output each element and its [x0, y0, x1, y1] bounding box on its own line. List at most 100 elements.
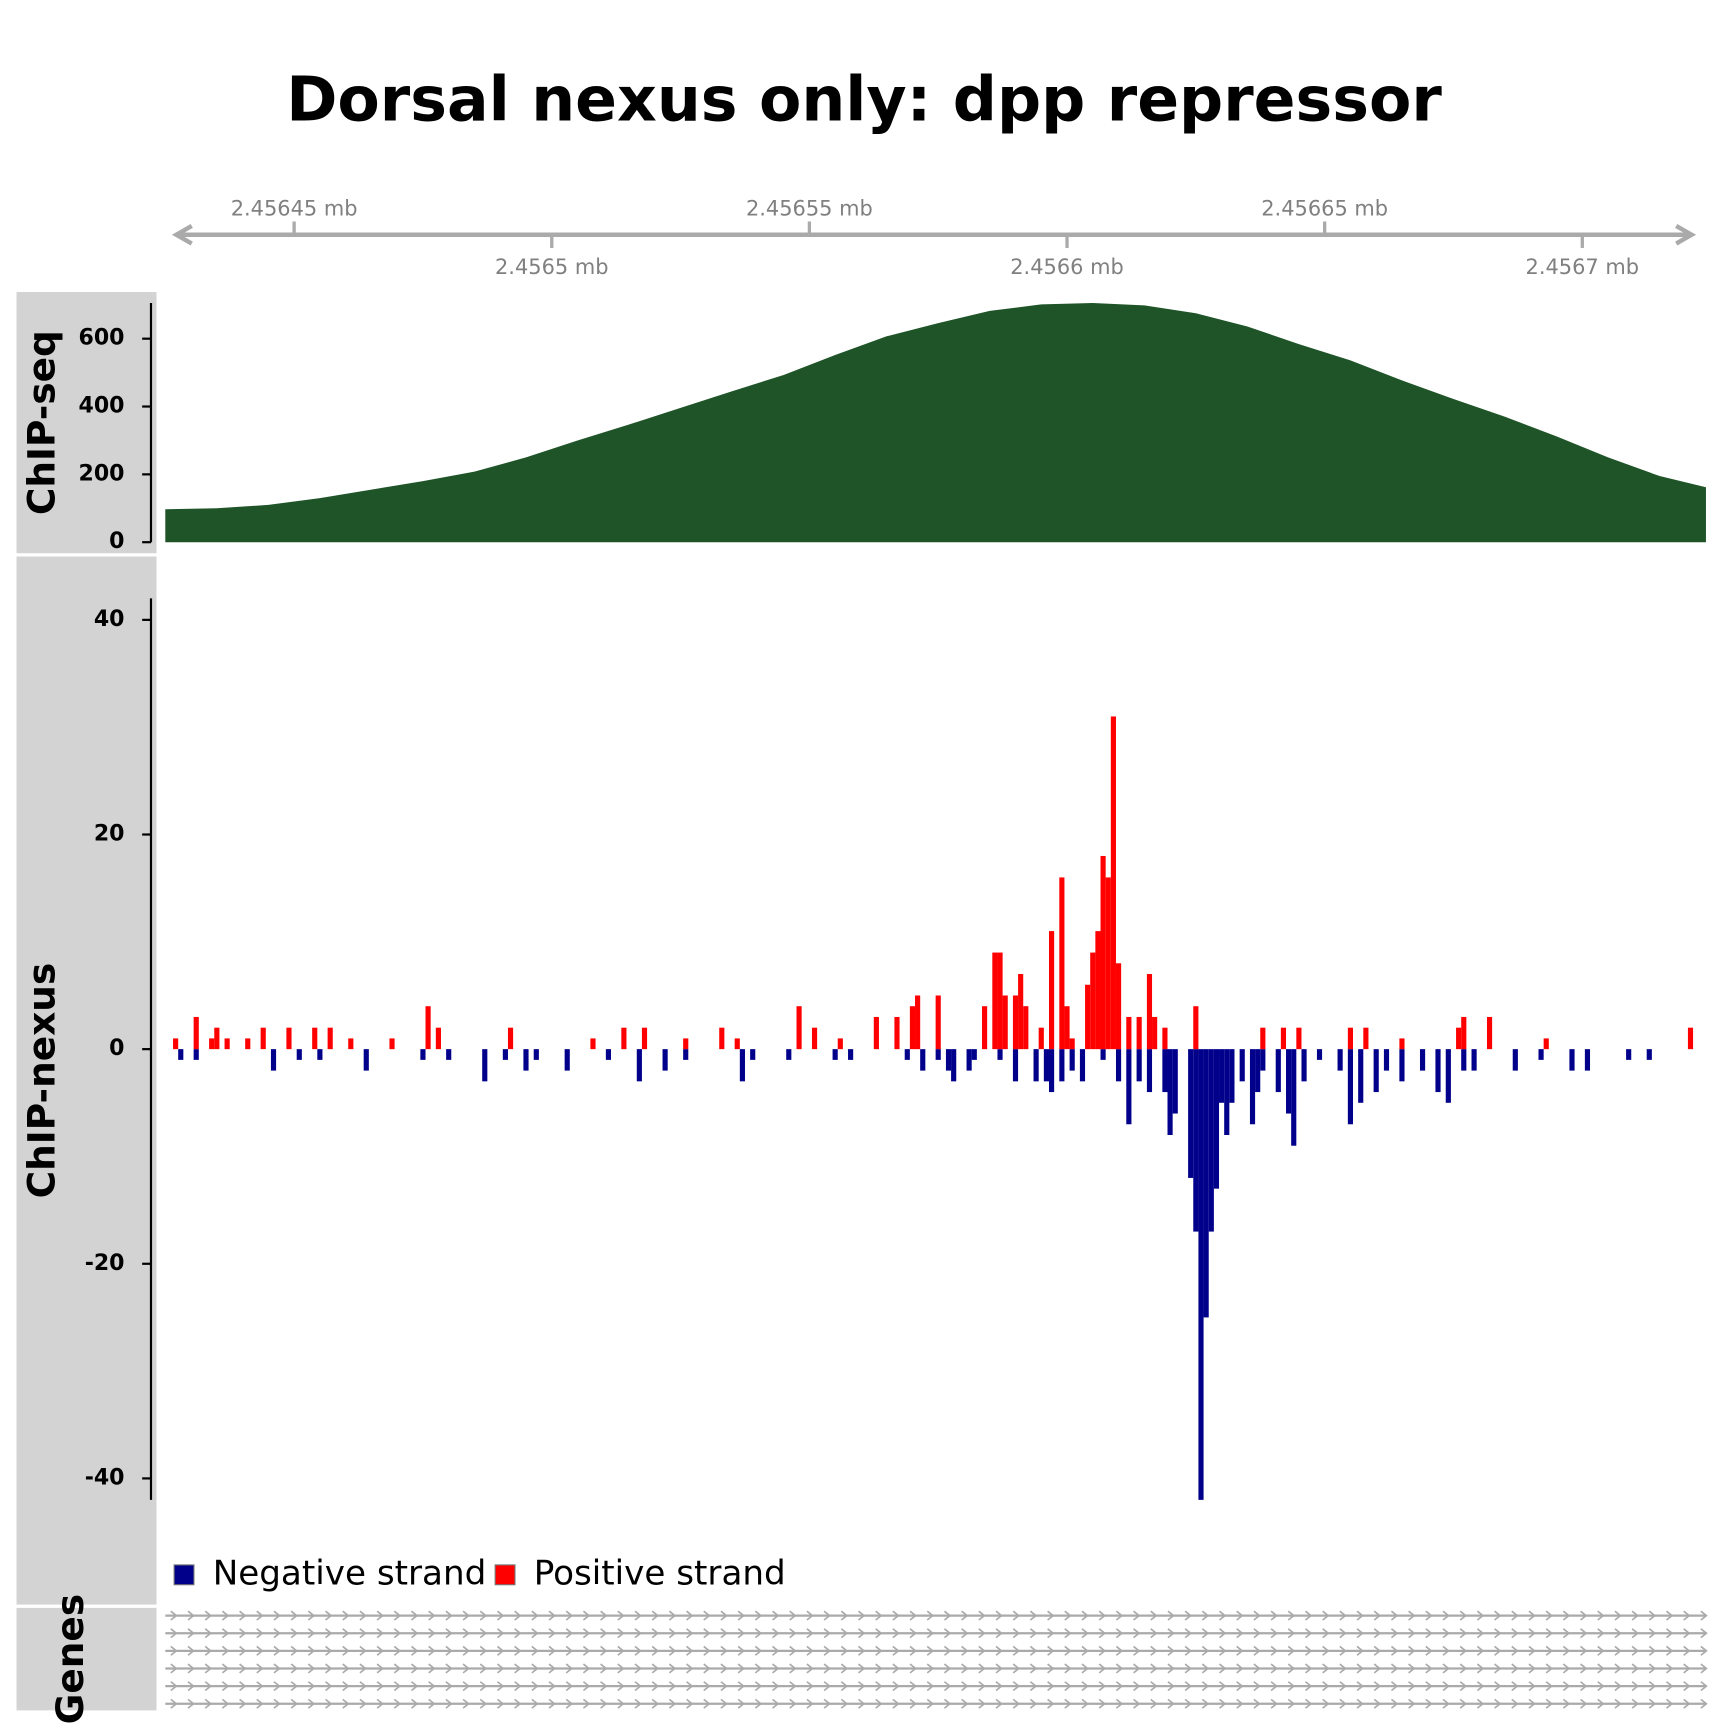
- strand-bar: [1280, 1027, 1287, 1050]
- strand-bar: [317, 1049, 323, 1060]
- y-tick-label: 40: [94, 607, 125, 632]
- strand-bar: [193, 1016, 199, 1050]
- x-tick-label: 2.4566 mb: [1010, 255, 1124, 279]
- strand-bar: [389, 1038, 395, 1050]
- strand-bar: [1461, 1016, 1467, 1050]
- strand-bar: [1337, 1049, 1343, 1071]
- strand-bar: [848, 1049, 854, 1060]
- axis-arrow: [171, 224, 1697, 246]
- strand-bar: [1012, 1049, 1019, 1082]
- strand-bar: [1291, 1049, 1297, 1146]
- strand-bar: [1152, 1016, 1158, 1050]
- x-tick-label: 2.45665 mb: [1261, 196, 1388, 220]
- strand-bar: [327, 1027, 333, 1050]
- strand-bar: [915, 995, 921, 1050]
- strand-bar: [1543, 1038, 1549, 1050]
- strand-bar: [1193, 1006, 1199, 1050]
- panel-label-bg: [16, 556, 157, 1605]
- strand-bar: [1095, 931, 1101, 1050]
- strand-bar: [1229, 1049, 1235, 1103]
- strand-bar: [1018, 974, 1024, 1050]
- strand-bar: [719, 1027, 725, 1050]
- strand-bar: [1538, 1049, 1544, 1060]
- strand-bar: [1126, 1016, 1132, 1050]
- strand-bar: [1373, 1049, 1379, 1093]
- strand-bar: [1105, 877, 1111, 1050]
- x-tick-label: 2.45645 mb: [231, 196, 358, 220]
- legend-swatch: [173, 1564, 195, 1586]
- strand-bar: [1260, 1049, 1266, 1071]
- strand-bar: [1079, 1049, 1086, 1082]
- strand-bar: [832, 1049, 838, 1060]
- strand-bar: [1038, 1027, 1044, 1050]
- strand-bar: [1069, 1049, 1075, 1071]
- strand-bar: [909, 1006, 916, 1050]
- strand-bar: [446, 1049, 452, 1060]
- gene-strand-arrows: [170, 1698, 1708, 1709]
- strand-bar: [1048, 931, 1055, 1050]
- panel-label: ChIP-seq: [20, 330, 64, 515]
- strand-bar: [1023, 1006, 1029, 1050]
- strand-bar: [1126, 1049, 1132, 1125]
- strand-bar: [224, 1038, 230, 1050]
- strand-bar: [1646, 1049, 1652, 1060]
- strand-bar: [214, 1027, 220, 1050]
- strand-bar: [1456, 1027, 1462, 1050]
- strand-bar: [1383, 1049, 1390, 1071]
- strand-bar: [992, 952, 998, 1050]
- strand-bar: [1569, 1049, 1575, 1071]
- strand-bar: [1172, 1049, 1178, 1114]
- strand-bar: [1115, 963, 1122, 1050]
- strand-bar: [1224, 1049, 1230, 1135]
- strand-bar: [1136, 1016, 1142, 1050]
- strand-bar: [523, 1049, 529, 1071]
- strand-bar: [533, 1049, 539, 1060]
- strand-bar: [420, 1049, 426, 1060]
- strand-bar: [1162, 1027, 1168, 1050]
- strand-bar: [662, 1049, 668, 1071]
- strand-bar: [1399, 1038, 1405, 1050]
- strand-bar: [1255, 1049, 1261, 1093]
- y-tick-label: 600: [79, 326, 125, 351]
- strand-bar: [1146, 974, 1153, 1050]
- strand-bar: [1100, 855, 1106, 1050]
- strand-bar: [425, 1006, 431, 1050]
- strand-bar: [683, 1038, 689, 1050]
- strand-bar: [1239, 1049, 1245, 1082]
- strand-bar: [971, 1049, 977, 1060]
- strand-bar: [312, 1027, 318, 1050]
- strand-bar: [1512, 1049, 1518, 1071]
- y-tick-label: 400: [79, 394, 125, 419]
- strand-bar: [796, 1006, 802, 1050]
- strand-bar: [1296, 1027, 1302, 1050]
- legend-label: Positive strand: [534, 1553, 786, 1593]
- y-tick-label: 0: [109, 1036, 124, 1061]
- panel-label: Genes: [48, 1594, 92, 1725]
- strand-bar: [1033, 1049, 1039, 1082]
- chart-title: Dorsal nexus only: dpp repressor: [286, 64, 1442, 136]
- gene-strand-arrows: [170, 1610, 1708, 1621]
- strand-bar: [1100, 1049, 1106, 1060]
- strand-bar: [507, 1027, 514, 1050]
- strand-bar: [951, 1049, 957, 1082]
- strand-bar: [750, 1049, 756, 1060]
- strand-bar: [482, 1049, 488, 1082]
- gene-strand-arrows: [170, 1645, 1708, 1656]
- strand-bar: [945, 1049, 952, 1071]
- strand-bar: [1347, 1049, 1354, 1125]
- strand-bar: [1213, 1049, 1220, 1189]
- strand-bar: [1445, 1049, 1451, 1103]
- strand-bar: [621, 1027, 627, 1050]
- strand-bar: [1301, 1049, 1307, 1082]
- x-tick-label: 2.45655 mb: [746, 196, 873, 220]
- strand-bar: [935, 1049, 941, 1060]
- strand-bar: [1275, 1049, 1281, 1093]
- strand-bar: [1136, 1049, 1142, 1082]
- strand-bar: [739, 1049, 745, 1082]
- strand-bar: [1043, 1049, 1049, 1082]
- strand-bar: [1399, 1049, 1405, 1082]
- strand-bar: [1188, 1049, 1194, 1178]
- strand-bar: [1249, 1049, 1256, 1125]
